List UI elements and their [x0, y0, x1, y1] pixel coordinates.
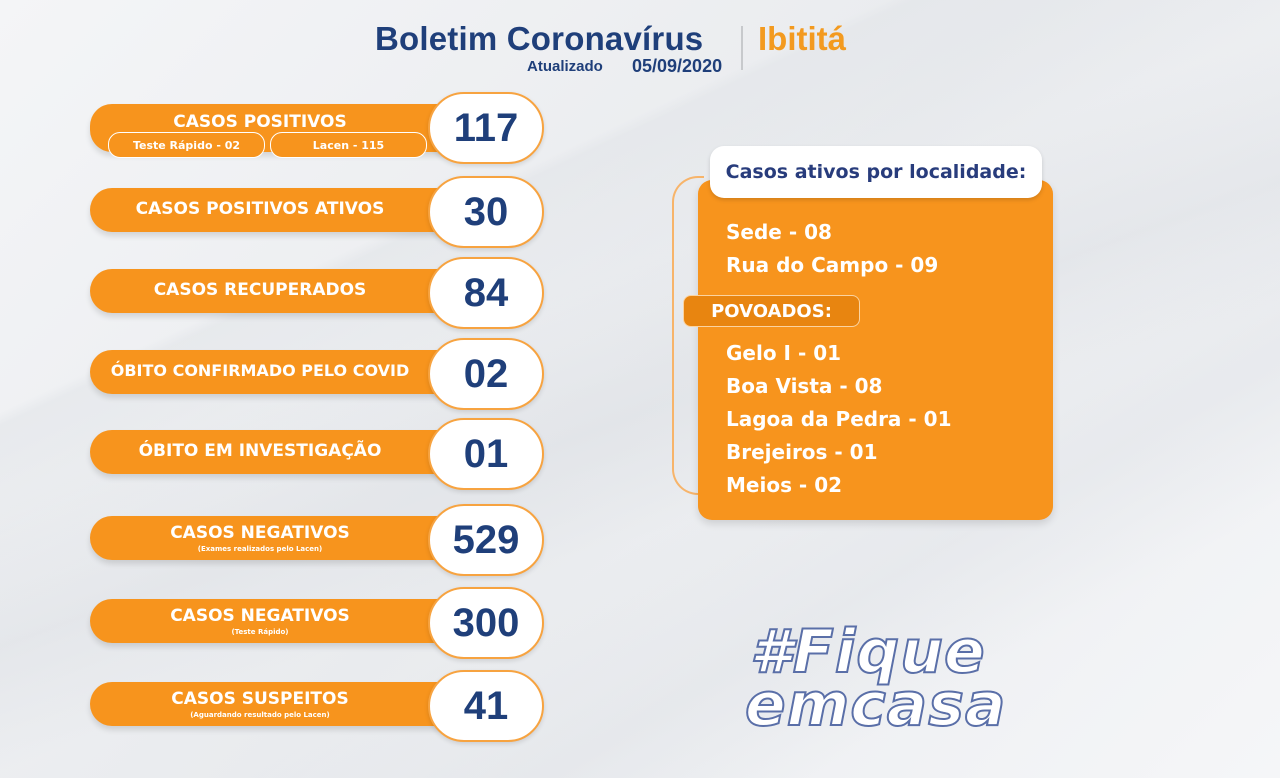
updated-date: 05/09/2020: [632, 56, 723, 76]
stat-label: CASOS SUSPEITOS: [171, 689, 349, 709]
stat-sublabel: (Exames realizados pelo Lacen): [197, 545, 323, 553]
stat-bar: CASOS RECUPERADOS: [90, 269, 485, 313]
stat-value: 84: [428, 257, 544, 329]
localidade-panel-title: Casos ativos por localidade:: [710, 146, 1042, 198]
updated-label: Atualizado: [527, 58, 603, 75]
stat-label: ÓBITO CONFIRMADO PELO COVID: [110, 361, 410, 380]
povoado-item: Gelo I - 01: [726, 341, 842, 365]
stat-sublabel: (Teste Rápido): [231, 628, 289, 636]
stat-obito-confirmado: ÓBITO CONFIRMADO PELO COVID 02: [90, 338, 550, 410]
stat-label: CASOS POSITIVOS ATIVOS: [135, 199, 385, 219]
stat-bar: CASOS SUSPEITOS (Aguardando resultado pe…: [90, 682, 485, 726]
hashtag-line-1: #Fique: [749, 617, 986, 687]
stat-bar: CASOS NEGATIVOS (Exames realizados pelo …: [90, 516, 485, 560]
stat-obito-investigacao: ÓBITO EM INVESTIGAÇÃO 01: [90, 418, 550, 490]
povoados-label: POVOADOS:: [683, 295, 860, 327]
stat-bar: CASOS NEGATIVOS (Teste Rápido): [90, 599, 485, 643]
stat-bar: ÓBITO CONFIRMADO PELO COVID: [90, 350, 485, 394]
title-divider: [741, 26, 743, 70]
stat-casos-suspeitos: CASOS SUSPEITOS (Aguardando resultado pe…: [90, 670, 550, 742]
stat-value: 529: [428, 504, 544, 576]
stat-value: 300: [428, 587, 544, 659]
stat-value: 02: [428, 338, 544, 410]
pill-lacen: Lacen - 115: [270, 132, 427, 158]
stat-label: CASOS RECUPERADOS: [153, 280, 367, 300]
stat-value: 41: [428, 670, 544, 742]
header: Boletim Coronavírus Ibititá Atualizado 0…: [0, 18, 1280, 88]
stat-value: 01: [428, 418, 544, 490]
stat-label: CASOS NEGATIVOS: [170, 606, 350, 626]
location-item: Rua do Campo - 09: [726, 253, 939, 277]
localidade-panel: [698, 180, 1053, 520]
povoado-item: Lagoa da Pedra - 01: [726, 407, 952, 431]
stat-label: CASOS POSITIVOS: [173, 112, 347, 132]
bulletin-title: Boletim Coronavírus: [375, 20, 704, 57]
stat-bar: CASOS POSITIVOS ATIVOS: [90, 188, 485, 232]
povoado-item: Brejeiros - 01: [726, 440, 878, 464]
stat-casos-recuperados: CASOS RECUPERADOS 84: [90, 257, 550, 329]
stat-value: 30: [428, 176, 544, 248]
povoado-item: Meios - 02: [726, 473, 843, 497]
location-item: Sede - 08: [726, 220, 832, 244]
stat-bar: ÓBITO EM INVESTIGAÇÃO: [90, 430, 485, 474]
pill-teste-rapido: Teste Rápido - 02: [108, 132, 265, 158]
stat-label: CASOS NEGATIVOS: [170, 523, 350, 543]
stat-casos-negativos-lacen: CASOS NEGATIVOS (Exames realizados pelo …: [90, 504, 550, 576]
stat-value: 117: [428, 92, 544, 164]
stat-casos-positivos: CASOS POSITIVOS Teste Rápido - 02 Lacen …: [90, 92, 550, 164]
stat-label: ÓBITO EM INVESTIGAÇÃO: [138, 441, 382, 461]
stat-casos-negativos-teste: CASOS NEGATIVOS (Teste Rápido) 300: [90, 587, 550, 659]
hashtag-line-2: emcasa: [744, 670, 1007, 740]
stat-casos-positivos-ativos: CASOS POSITIVOS ATIVOS 30: [90, 176, 550, 248]
stat-sublabel: (Aguardando resultado pelo Lacen): [190, 711, 330, 719]
city-name: Ibititá: [758, 20, 846, 57]
povoado-item: Boa Vista - 08: [726, 374, 883, 398]
